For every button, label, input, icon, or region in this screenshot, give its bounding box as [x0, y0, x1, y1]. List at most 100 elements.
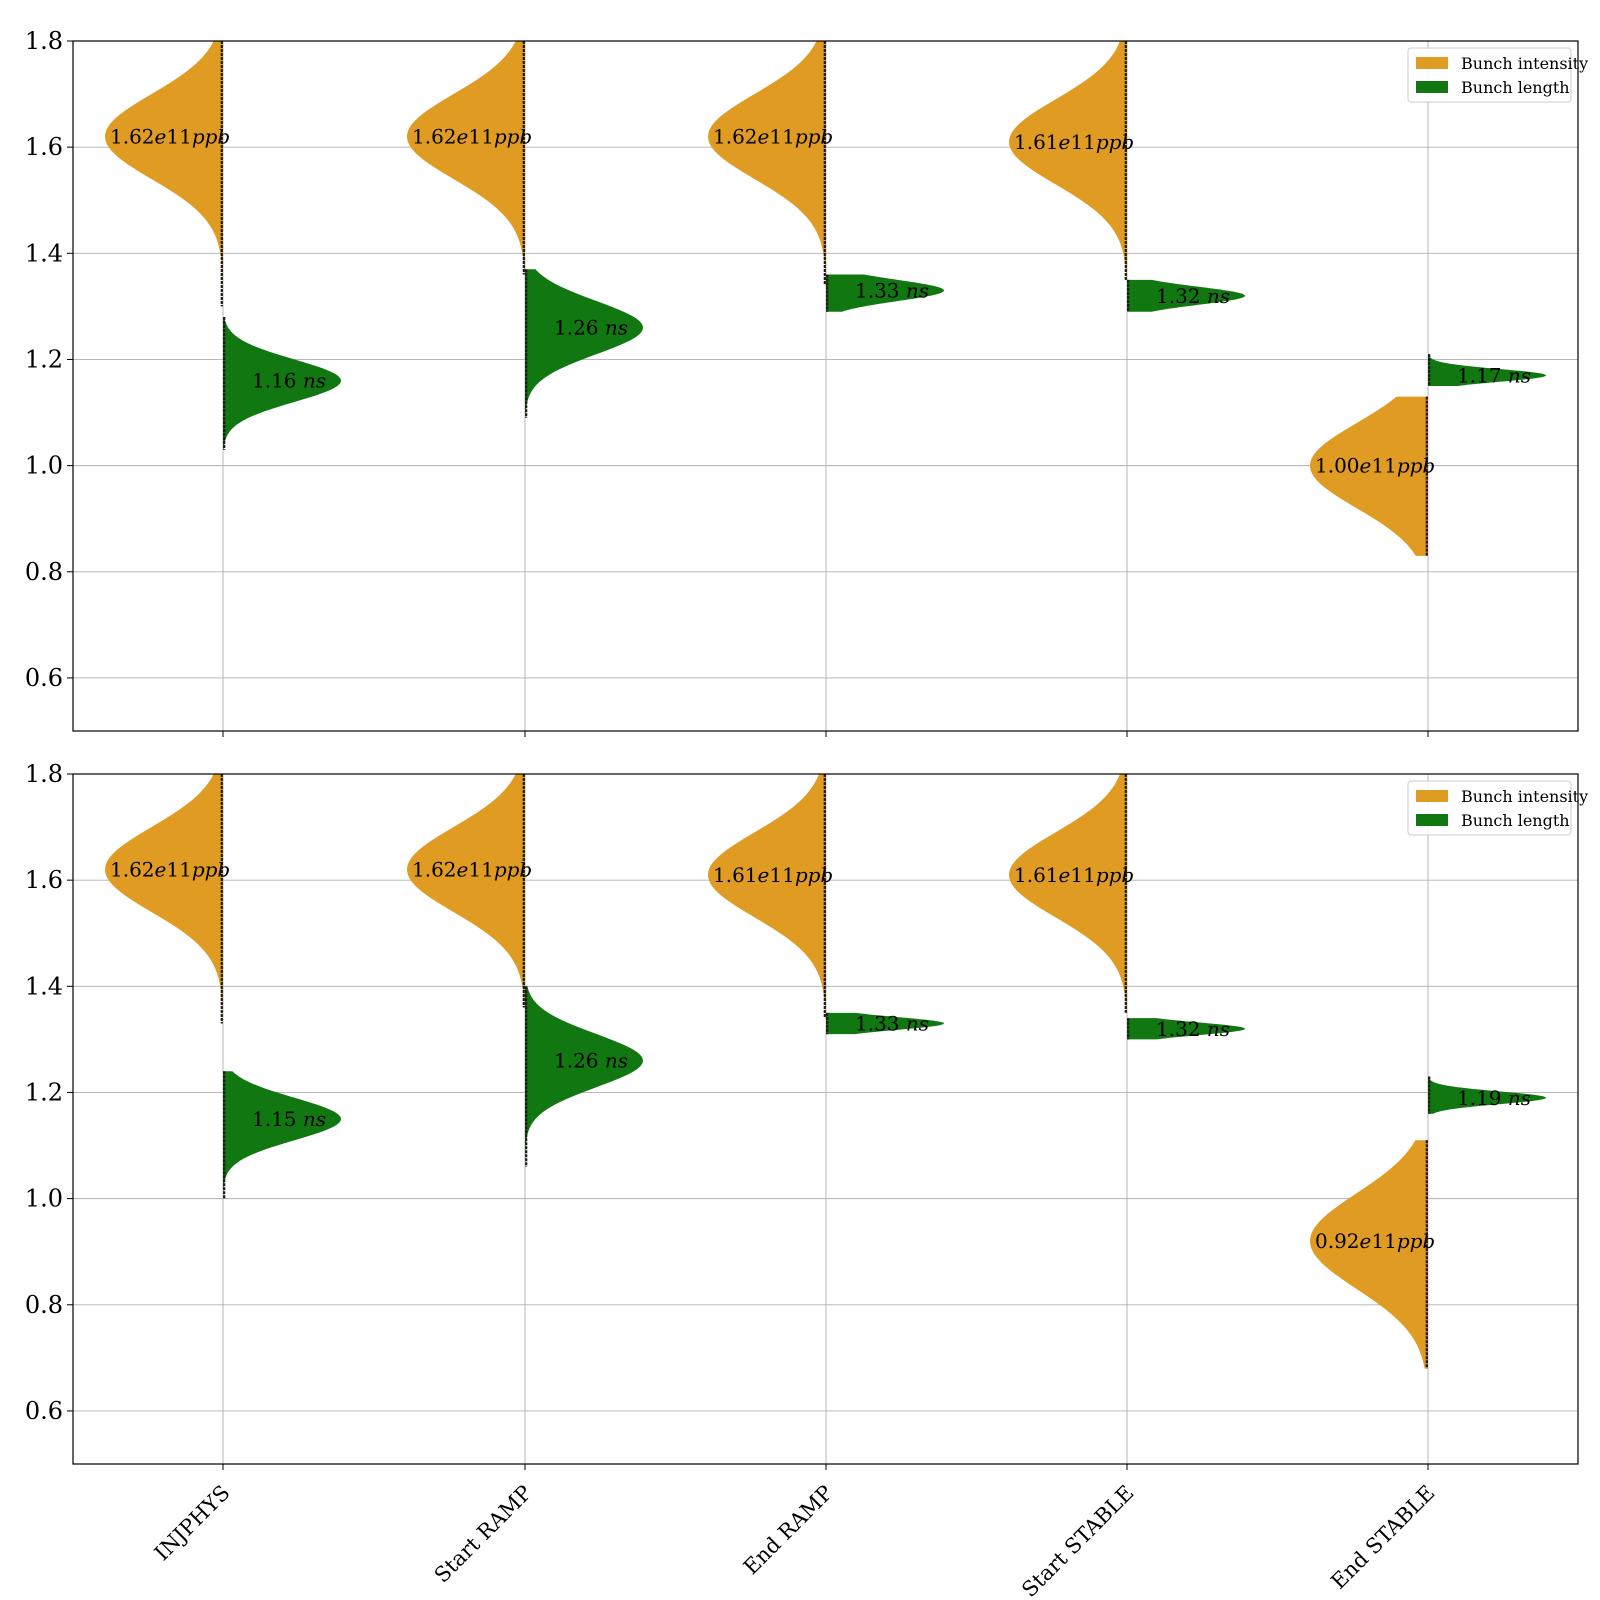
violin-length [1428, 354, 1546, 386]
length-annotation: 1.26 ns [554, 1049, 628, 1073]
category-label: Start RAMP [430, 1481, 537, 1588]
annotation-unit: ns [906, 278, 929, 302]
y-tick-label: 1.2 [25, 1078, 63, 1106]
annotation-value: 1.62 [713, 125, 758, 149]
legend-label: Bunch length [1461, 78, 1570, 97]
y-tick-label: 1.0 [25, 1185, 63, 1213]
violin-intensity [1310, 1140, 1428, 1369]
annotation-value: 1.33 [855, 1011, 900, 1035]
violin-intensity [105, 41, 223, 307]
length-annotation: 1.33 ns [855, 1011, 929, 1035]
violin-intensity [407, 41, 525, 275]
intensity-annotation: 1.62e11ppb [412, 125, 532, 149]
legend-label: Bunch intensity [1461, 54, 1588, 73]
annotation-value: 1.33 [855, 278, 900, 302]
annotation-value: 1.26 [554, 1049, 599, 1073]
violin-intensity [1009, 41, 1127, 280]
annotation-value: 1.62 [110, 858, 155, 882]
annotation-unit: ns [1207, 284, 1230, 308]
annotation-value: 1.16 [252, 369, 297, 393]
violin-intensity [407, 774, 525, 1008]
category-label: INJPHYS [150, 1481, 235, 1566]
violin-length [223, 317, 341, 450]
intensity-annotation: 0.92e11ppb [1315, 1229, 1435, 1253]
intensity-annotation: 1.62e11ppb [713, 125, 833, 149]
y-tick-label: 0.6 [25, 664, 63, 692]
violin-intensity [1009, 774, 1127, 1013]
axes-frame [72, 773, 1579, 1465]
y-tick-label: 1.6 [25, 866, 63, 894]
annotation-unit: ns [303, 1107, 326, 1131]
length-annotation: 1.16 ns [252, 369, 326, 393]
violin-length [525, 269, 643, 418]
intensity-annotation: 1.61e11ppb [1014, 863, 1134, 887]
annotation-value: 1.61 [1014, 863, 1059, 887]
violin-length [826, 1012, 944, 1035]
violin-length [826, 274, 944, 312]
length-annotation: 1.33 ns [855, 278, 929, 302]
y-tick-label: 1.4 [25, 239, 63, 267]
intensity-annotation: 1.62e11ppb [110, 858, 230, 882]
category-label: Start STABLE [1017, 1481, 1138, 1600]
legend-swatch [1416, 81, 1448, 93]
y-tick-label: 1.4 [25, 972, 63, 1000]
y-tick-label: 1.8 [25, 760, 63, 788]
annotation-value: 1.61 [713, 863, 758, 887]
annotation-unit: ns [303, 369, 326, 393]
annotation-unit: ns [1207, 1017, 1230, 1041]
annotation-value: 1.00 [1315, 454, 1360, 478]
y-tick-label: 0.8 [25, 558, 63, 586]
y-tick-label: 1.6 [25, 133, 63, 161]
annotation-value: 1.32 [1156, 1017, 1201, 1041]
y-tick-label: 0.8 [25, 1291, 63, 1319]
intensity-annotation: 1.61e11ppb [713, 863, 833, 887]
annotation-value: 1.61 [1014, 130, 1059, 154]
panel-bottom: 0.6 0.8 1.0 1.2 1.4 1.6 1.8 INJPHYS Start RAMP En… [25, 760, 1588, 1600]
axes-frame [72, 40, 1579, 732]
intensity-annotation: 1.62e11ppb [412, 858, 532, 882]
category-label: End RAMP [739, 1481, 838, 1580]
length-annotation: 1.15 ns [252, 1107, 326, 1131]
annotation-value: 1.62 [110, 125, 155, 149]
violin-intensity [1310, 396, 1428, 556]
length-annotation: 1.32 ns [1156, 1017, 1230, 1041]
annotation-value: 0.92 [1315, 1229, 1360, 1253]
annotation-value: 1.17 [1457, 363, 1502, 387]
annotation-value: 1.26 [554, 316, 599, 340]
annotation-unit: ns [1508, 363, 1531, 387]
y-tick-label: 1.0 [25, 452, 63, 480]
annotation-value: 1.19 [1457, 1086, 1502, 1110]
legend-swatch [1416, 790, 1448, 802]
y-tick-label: 1.8 [25, 27, 63, 55]
annotation-unit: ns [906, 1011, 929, 1035]
annotation-unit: ns [605, 316, 628, 340]
length-annotation: 1.26 ns [554, 316, 628, 340]
intensity-annotation: 1.00e11ppb [1315, 454, 1435, 478]
annotation-unit: ns [1508, 1086, 1531, 1110]
violin-length [223, 1071, 341, 1199]
violin-length [1127, 1018, 1245, 1040]
length-annotation: 1.19 ns [1457, 1086, 1531, 1110]
violin-intensity [708, 41, 826, 286]
legend-swatch [1416, 814, 1448, 826]
violin-intensity [708, 774, 826, 1019]
legend: Bunch intensity Bunch length [1407, 47, 1588, 103]
legend-box [1407, 47, 1572, 103]
length-annotation: 1.32 ns [1156, 284, 1230, 308]
legend-label: Bunch intensity [1461, 787, 1588, 806]
annotation-value: 1.62 [412, 125, 457, 149]
legend-label: Bunch length [1461, 811, 1570, 830]
annotation-unit: ns [605, 1049, 628, 1073]
intensity-annotation: 1.62e11ppb [110, 125, 230, 149]
violin-length [1127, 279, 1245, 312]
annotation-value: 1.32 [1156, 284, 1201, 308]
annotation-value: 1.15 [252, 1107, 297, 1131]
legend-box [1407, 780, 1572, 836]
panel-top: 0.6 0.8 1.0 1.2 1.4 1.6 1.8 1.62e11ppb 1.62e11pp… [25, 27, 1588, 737]
violin-length [525, 986, 643, 1167]
length-annotation: 1.17 ns [1457, 363, 1531, 387]
y-tick-label: 1.2 [25, 345, 63, 373]
category-label: End STABLE [1326, 1481, 1439, 1594]
violin-length [1428, 1076, 1546, 1114]
